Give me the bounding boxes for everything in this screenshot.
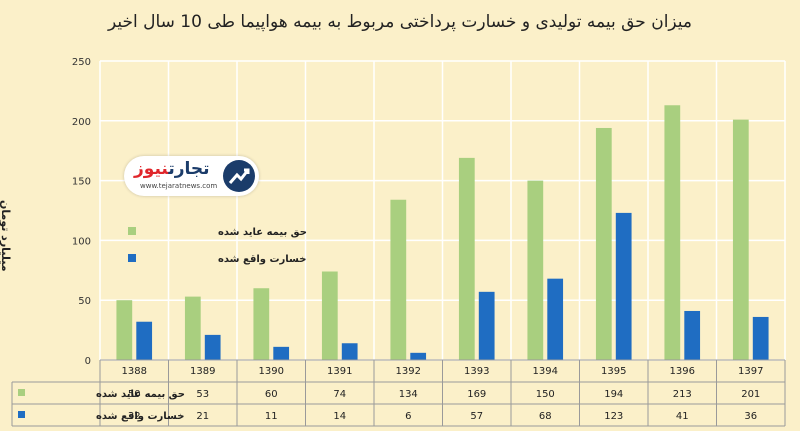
bar-loss: [752, 316, 769, 360]
bar-premium: [458, 157, 475, 360]
x-tick-label: 1392: [396, 366, 421, 377]
table-cell-premium: 60: [265, 389, 278, 400]
legend-key: [128, 254, 136, 262]
table-cell-loss: 41: [676, 411, 689, 422]
x-tick-label: 1391: [327, 366, 352, 377]
legend-label: خسارت واقع شده: [218, 254, 306, 265]
bar-premium: [390, 199, 407, 360]
x-tick-label: 1389: [190, 366, 215, 377]
x-tick-label: 1393: [464, 366, 489, 377]
bar-loss: [684, 310, 701, 360]
chart-title: میزان حق بیمه تولیدی و خسارت پرداختی مرب…: [107, 12, 693, 32]
legend-key: [128, 227, 136, 235]
table-cell-loss: 6: [405, 411, 411, 422]
bar-premium: [116, 300, 133, 360]
table-cell-premium: 194: [604, 389, 623, 400]
logo-name: تجارتنیوز: [134, 159, 210, 179]
y-tick-label: 250: [72, 57, 91, 68]
bar-loss: [273, 346, 290, 360]
bar-premium: [253, 288, 270, 360]
bar-premium: [321, 271, 338, 360]
table-cell-premium: 150: [536, 389, 555, 400]
table-cell-premium: 53: [196, 389, 209, 400]
bar-loss: [204, 334, 221, 360]
table-cell-premium: 213: [673, 389, 692, 400]
bar-premium: [664, 105, 681, 360]
bar-loss: [615, 212, 632, 360]
y-tick-label: 100: [72, 236, 91, 247]
bar-loss: [410, 352, 427, 360]
table-cell-premium: 134: [399, 389, 418, 400]
table-row-label: خسارت واقع شده: [96, 411, 184, 422]
x-tick-label: 1396: [670, 366, 695, 377]
table-cell-loss: 123: [604, 411, 623, 422]
table-cell-loss: 36: [744, 411, 757, 422]
table-legend-key: [18, 411, 25, 418]
table-cell-loss: 68: [539, 411, 552, 422]
table-cell-loss: 21: [196, 411, 209, 422]
bar-loss: [136, 321, 153, 360]
table-cell-premium: 169: [467, 389, 486, 400]
y-tick-label: 0: [85, 356, 91, 367]
table-cell-premium: 50: [128, 389, 141, 400]
table-legend-key: [18, 389, 25, 396]
bar-loss: [341, 343, 358, 360]
logo-chart-icon: [223, 160, 255, 192]
x-tick-label: 1395: [601, 366, 626, 377]
bar-loss: [478, 291, 495, 360]
logo-name-accent: نیوز: [134, 159, 169, 179]
bar-premium: [595, 127, 612, 360]
bar-premium: [527, 180, 544, 360]
y-tick-label: 200: [72, 117, 91, 128]
table-cell-loss: 32: [128, 411, 141, 422]
table-cell-loss: 11: [265, 411, 278, 422]
bar-premium: [732, 119, 749, 360]
y-tick-label: 50: [78, 296, 91, 307]
table-row-label: حق بیمه عاید شده: [96, 389, 185, 400]
bar-loss: [547, 278, 564, 360]
table-cell-loss: 57: [470, 411, 483, 422]
table-cell-premium: 201: [741, 389, 760, 400]
logo-url: www.tejaratnews.com: [140, 182, 218, 190]
x-tick-label: 1397: [738, 366, 763, 377]
y-tick-label: 150: [72, 177, 91, 188]
x-tick-label: 1388: [122, 366, 147, 377]
publisher-logo: تجارتنیوز www.tejaratnews.com: [124, 156, 259, 196]
bar-premium: [184, 296, 201, 360]
x-tick-label: 1390: [259, 366, 284, 377]
table-cell-premium: 74: [333, 389, 346, 400]
legend-label: حق بیمه عاید شده: [218, 227, 307, 238]
logo-name-main: تجارت: [168, 159, 210, 179]
table-cell-loss: 14: [333, 411, 346, 422]
x-tick-label: 1394: [533, 366, 558, 377]
